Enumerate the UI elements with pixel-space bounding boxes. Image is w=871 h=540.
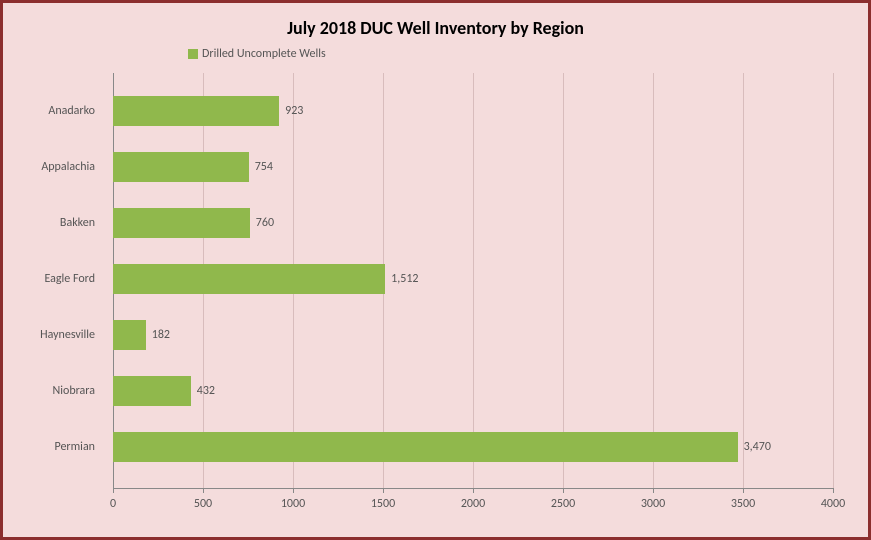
x-tick-mark [653, 488, 654, 493]
x-tick-mark [113, 488, 114, 493]
x-tick-mark [203, 488, 204, 493]
bar-value-label: 1,512 [391, 272, 418, 286]
gridline [563, 73, 564, 488]
y-tick-label: Haynesville [3, 328, 103, 342]
bar-value-label: 760 [256, 216, 274, 230]
gridline [833, 73, 834, 488]
chart-title: July 2018 DUC Well Inventory by Region [3, 3, 868, 39]
x-tick-label: 2500 [551, 497, 575, 511]
y-tick-label: Niobrara [3, 384, 103, 398]
x-tick-label: 0 [110, 497, 116, 511]
gridline [473, 73, 474, 488]
y-tick-label: Eagle Ford [3, 272, 103, 286]
x-tick-mark [473, 488, 474, 493]
bar-value-label: 3,470 [744, 440, 771, 454]
bar-value-label: 754 [255, 160, 273, 174]
y-tick-label: Permian [3, 440, 103, 454]
x-tick-mark [293, 488, 294, 493]
legend: Drilled Uncomplete Wells [188, 47, 326, 61]
bar-value-label: 432 [197, 384, 215, 398]
x-tick-label: 1000 [281, 497, 305, 511]
bar [113, 96, 279, 126]
x-tick-label: 500 [194, 497, 212, 511]
x-tick-label: 1500 [371, 497, 395, 511]
legend-label: Drilled Uncomplete Wells [202, 47, 326, 61]
gridline [743, 73, 744, 488]
x-tick-label: 3000 [641, 497, 665, 511]
bar [113, 152, 249, 182]
x-tick-label: 2000 [461, 497, 485, 511]
x-tick-mark [383, 488, 384, 493]
bar [113, 376, 191, 406]
bar [113, 320, 146, 350]
x-tick-mark [833, 488, 834, 493]
x-tick-mark [743, 488, 744, 493]
bar [113, 264, 385, 294]
y-tick-label: Anadarko [3, 104, 103, 118]
y-tick-label: Appalachia [3, 160, 103, 174]
bar [113, 432, 738, 462]
x-tick-mark [563, 488, 564, 493]
x-tick-label: 4000 [821, 497, 845, 511]
chart-container: July 2018 DUC Well Inventory by Region D… [0, 0, 871, 540]
x-tick-label: 3500 [731, 497, 755, 511]
y-tick-label: Bakken [3, 216, 103, 230]
bar-value-label: 182 [152, 328, 170, 342]
bar-value-label: 923 [285, 104, 303, 118]
bar [113, 208, 250, 238]
gridline [653, 73, 654, 488]
legend-swatch [188, 49, 198, 59]
